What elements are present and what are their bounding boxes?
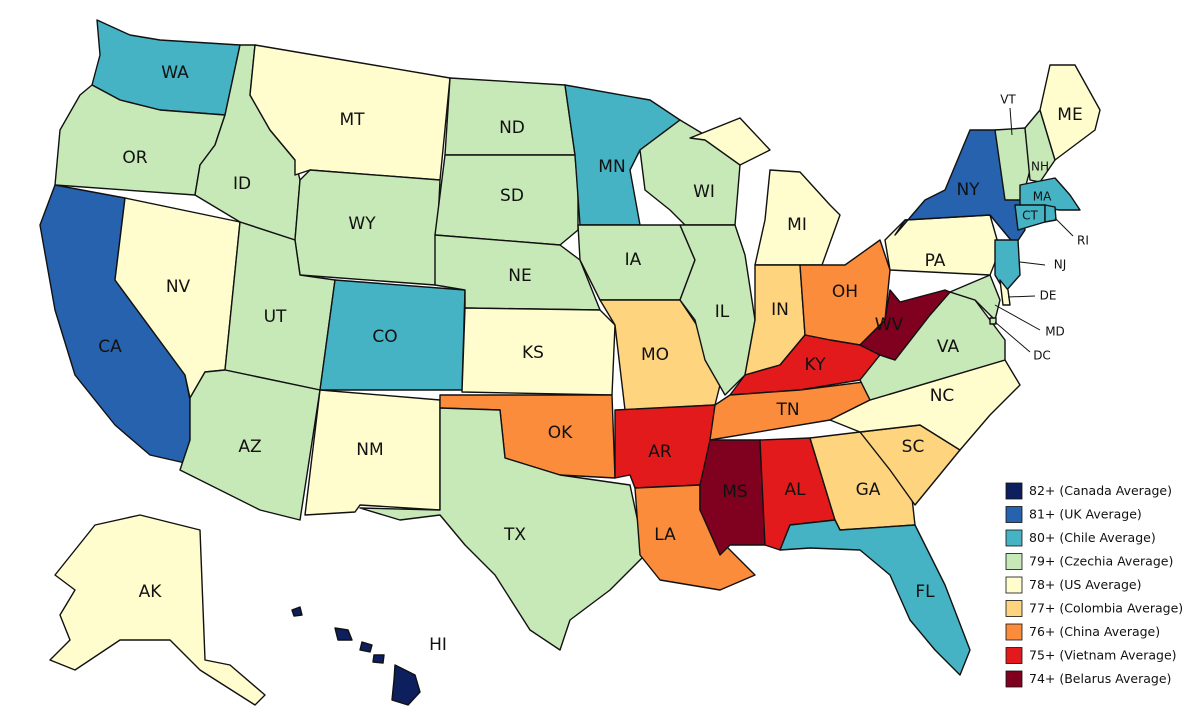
legend-label: 80+ (Chile Average) bbox=[1029, 530, 1156, 545]
state-label: TX bbox=[503, 525, 526, 545]
state-label: MO bbox=[641, 345, 669, 365]
leader-line bbox=[994, 321, 1031, 353]
state-label: PA bbox=[925, 251, 946, 271]
state-label: KY bbox=[805, 355, 827, 375]
leader-line bbox=[994, 304, 1041, 331]
legend-swatch bbox=[1005, 553, 1023, 570]
legend-label: 76+ (China Average) bbox=[1029, 624, 1160, 639]
state-label: CT bbox=[1022, 209, 1038, 223]
state-label: LA bbox=[654, 525, 676, 545]
state-shape bbox=[989, 317, 997, 325]
legend-label: 81+ (UK Average) bbox=[1029, 507, 1142, 522]
state-shape bbox=[779, 519, 971, 676]
state-label: NE bbox=[508, 266, 531, 286]
legend-label: 78+ (US Average) bbox=[1029, 577, 1142, 592]
state-label: AK bbox=[139, 582, 163, 602]
legend-swatch bbox=[1005, 576, 1023, 594]
state-shape bbox=[689, 117, 841, 266]
state-shape bbox=[444, 77, 576, 156]
state-label: NV bbox=[166, 277, 191, 297]
state-labels: WA OR CA NV ID MT WY UT CO AZ NM ND SD NE KS OK TX MN IA MO… bbox=[98, 63, 1089, 655]
legend-swatch bbox=[1005, 600, 1023, 617]
legend-swatch bbox=[1005, 670, 1023, 688]
legend-swatch bbox=[1005, 647, 1023, 664]
state-label: AZ bbox=[238, 437, 261, 457]
state-label: TN bbox=[775, 400, 799, 420]
state-shape bbox=[291, 606, 421, 706]
state-label: IA bbox=[625, 250, 642, 270]
state-label: VA bbox=[937, 337, 960, 357]
legend-label: 79+ (Czechia Average) bbox=[1029, 554, 1173, 569]
state-label: CA bbox=[98, 337, 122, 357]
state-label: OK bbox=[548, 423, 573, 443]
state-label: CO bbox=[372, 327, 397, 347]
state-shape bbox=[564, 84, 681, 226]
state-label: IN bbox=[771, 300, 789, 320]
state-label: AL bbox=[784, 480, 806, 500]
state-label: DE bbox=[1040, 289, 1057, 303]
state-label: OH bbox=[832, 282, 858, 302]
state-shape bbox=[179, 369, 321, 521]
state-label: KS bbox=[522, 343, 544, 363]
state-label: FL bbox=[915, 582, 935, 602]
state-label: SD bbox=[500, 186, 524, 206]
state-label: MA bbox=[1033, 190, 1052, 204]
legend: 82+ (Canada Average) 81+ (UK Average) 80+ … bbox=[1005, 482, 1183, 688]
state-label: NH bbox=[1031, 160, 1049, 174]
leader-line bbox=[1054, 217, 1074, 237]
leader-line bbox=[1019, 261, 1046, 266]
leader-line bbox=[1009, 107, 1013, 136]
legend-label: 75+ (Vietnam Average) bbox=[1029, 648, 1177, 663]
legend-label: 74+ (Belarus Average) bbox=[1029, 671, 1171, 686]
state-label: NY bbox=[956, 180, 980, 200]
state-label: AR bbox=[648, 442, 672, 462]
state-label: WI bbox=[693, 182, 715, 202]
legend-swatch bbox=[1005, 529, 1023, 547]
state-label: NC bbox=[930, 386, 955, 406]
legend-swatch bbox=[1005, 506, 1023, 523]
state-shape bbox=[1044, 204, 1057, 223]
state-label: NM bbox=[356, 440, 383, 460]
state-label: ID bbox=[233, 174, 251, 194]
state-shape bbox=[859, 289, 951, 361]
legend-swatch bbox=[1005, 623, 1023, 641]
state-label: OR bbox=[122, 148, 147, 168]
state-label: MD bbox=[1045, 325, 1065, 339]
state-label: MN bbox=[598, 157, 625, 177]
state-shape bbox=[461, 307, 616, 396]
state-label: MT bbox=[339, 110, 365, 130]
state-shape bbox=[999, 279, 1011, 306]
state-shape bbox=[49, 514, 266, 706]
state-label: IL bbox=[715, 302, 730, 322]
state-shape bbox=[249, 44, 451, 181]
state-label: NJ bbox=[1054, 258, 1067, 272]
state-label: RI bbox=[1077, 234, 1089, 248]
state-shape bbox=[359, 407, 646, 651]
state-label: GA bbox=[856, 480, 881, 500]
states bbox=[39, 19, 1101, 706]
state-label: SC bbox=[902, 437, 925, 457]
leader-line bbox=[1007, 295, 1036, 298]
state-shape bbox=[1024, 109, 1056, 183]
legend-label: 77+ (Colombia Average) bbox=[1029, 601, 1183, 616]
state-shape bbox=[679, 224, 756, 396]
state-label: UT bbox=[264, 307, 287, 327]
state-shape bbox=[994, 239, 1021, 293]
state-label: MS bbox=[722, 482, 747, 502]
state-label: HI bbox=[429, 635, 447, 655]
state-label: ND bbox=[499, 118, 525, 138]
state-shape bbox=[829, 359, 1021, 451]
state-shape bbox=[949, 274, 1001, 321]
state-label: WV bbox=[875, 315, 904, 335]
legend-swatch bbox=[1005, 482, 1023, 500]
state-label: ME bbox=[1057, 105, 1082, 125]
legend-label: 82+ (Canada Average) bbox=[1029, 483, 1172, 498]
state-label: DC bbox=[1033, 349, 1051, 363]
state-label: VT bbox=[1000, 93, 1016, 107]
state-shape bbox=[1039, 64, 1101, 161]
state-label: MI bbox=[787, 215, 807, 235]
state-label: WA bbox=[161, 63, 189, 83]
state-label: WY bbox=[348, 214, 376, 234]
